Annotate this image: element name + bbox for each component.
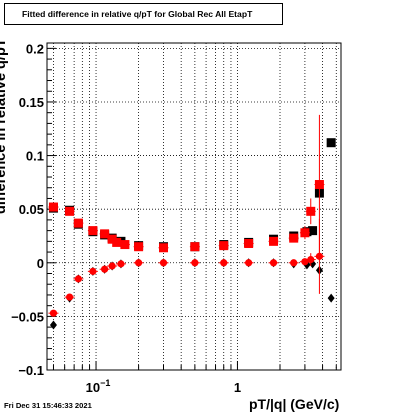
timestamp-footer: Fri Dec 31 15:46:33 2021: [4, 401, 92, 410]
y-tick-label: 0.05: [19, 202, 44, 217]
plot-frame: [46, 42, 342, 371]
x-tick-label: 1: [234, 380, 241, 395]
data-point-diamond: [49, 320, 57, 330]
data-point-circle: [49, 309, 58, 317]
data-point-square: [159, 243, 169, 253]
x-tick-label: 10−1: [86, 378, 111, 395]
chart-title: Fitted difference in relative q/pT for G…: [4, 3, 283, 25]
y-tick-label: 0.2: [26, 41, 44, 56]
data-point-square: [244, 238, 254, 248]
data-point-square: [73, 218, 83, 228]
data-point-circle: [245, 259, 253, 267]
data-point-square: [134, 242, 144, 252]
data-point-square: [112, 237, 122, 247]
data-point-circle: [117, 260, 125, 268]
data-point-square: [190, 242, 200, 252]
y-tick-label: 0.1: [26, 149, 44, 164]
data-point-square: [306, 206, 316, 216]
data-point-square: [314, 180, 324, 190]
data-point-circle: [307, 255, 315, 264]
data-point-square: [107, 234, 117, 244]
axis-ticks: [47, 47, 337, 371]
data-point-diamond: [327, 293, 335, 303]
data-point-square: [308, 226, 318, 236]
y-tick-label: 0.15: [19, 95, 44, 110]
data-point-circle: [65, 293, 74, 301]
grid-lines: [47, 43, 341, 371]
data-point-square: [219, 241, 229, 251]
data-point-circle: [108, 262, 116, 270]
data-point-square: [300, 228, 310, 238]
data-point-circle: [315, 252, 324, 260]
data-point-circle: [159, 259, 168, 267]
y-tick-label: −0.05: [11, 309, 44, 324]
tick-labels: 0.2 0.15 0.1 0.05 0 −0.05 −0.1 10−1 1: [11, 41, 241, 395]
data-point-square: [100, 229, 110, 239]
data-point-square: [289, 233, 299, 243]
data-point-circle: [220, 259, 228, 267]
y-tick-label: 0: [37, 256, 44, 271]
y-axis-label: difference in relative q/pT: [0, 38, 9, 214]
data-point-circle: [101, 265, 109, 273]
data-point-circle: [290, 259, 298, 267]
x-axis-label: pT/|q| (GeV/c): [249, 396, 340, 412]
data-point-circle: [89, 267, 97, 275]
data-point-square: [326, 138, 336, 148]
data-marks: [48, 114, 336, 330]
data-point-circle: [269, 259, 278, 267]
data-point-circle: [191, 259, 199, 267]
data-point-square: [48, 202, 58, 212]
data-point-circle: [135, 259, 143, 267]
data-point-square: [120, 240, 130, 250]
data-point-square: [88, 226, 98, 236]
data-point-square: [65, 206, 75, 216]
data-point-square: [269, 236, 279, 246]
data-point-circle: [74, 275, 82, 283]
y-tick-label: −0.1: [18, 363, 44, 378]
